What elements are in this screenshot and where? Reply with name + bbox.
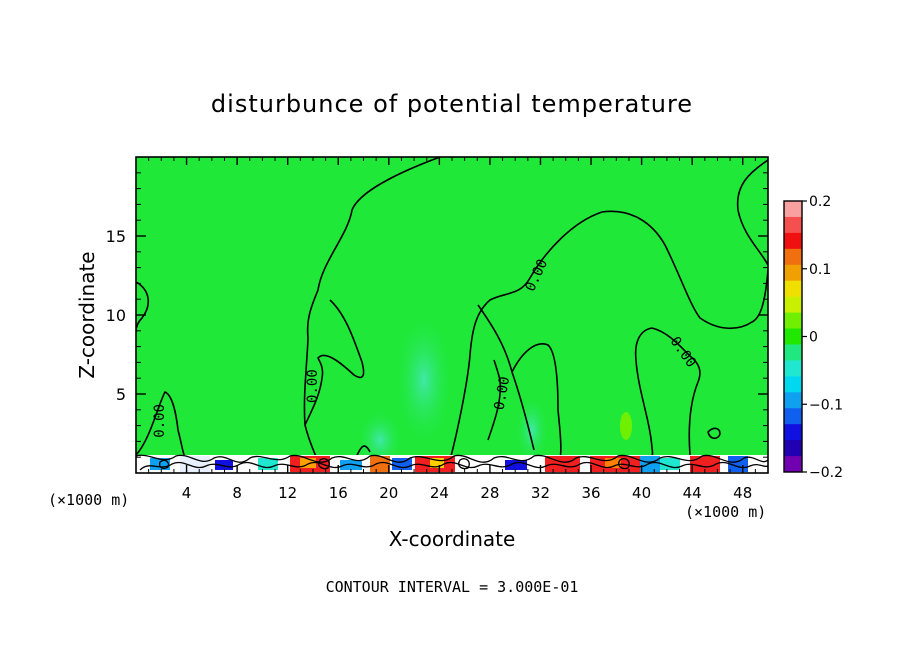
- field-background: [136, 157, 768, 473]
- colorbar-tick-label: 0: [809, 330, 818, 346]
- x-tick-label: 24: [430, 484, 449, 502]
- colorbar-tick-label: 0.1: [809, 262, 831, 278]
- contour-label: 0.00: [152, 404, 168, 438]
- colorbar-tick-label: −0.2: [809, 465, 843, 481]
- x-tick-label: 12: [278, 484, 297, 502]
- x-unit-left: (×1000 m): [48, 491, 129, 509]
- x-tick-label: 36: [581, 484, 600, 502]
- y-tick-label: 5: [116, 385, 126, 404]
- x-tick-label: 4: [182, 484, 192, 502]
- colorbar-swatch: [784, 392, 802, 409]
- colorbar-swatch: [784, 424, 802, 441]
- colorbar-swatch: [784, 232, 802, 250]
- colorbar-swatch: [784, 376, 802, 393]
- contour-interval-note: CONTOUR INTERVAL = 3.000E-01: [326, 578, 579, 596]
- colorbar-swatch: [784, 296, 802, 314]
- surface-layer: [136, 454, 768, 473]
- contour-label: 0.00: [305, 369, 321, 403]
- colorbar-swatch: [784, 312, 802, 330]
- colorbar-swatch: [784, 264, 802, 282]
- x-axis: 4 8 12 16 20 24 28 32 36 40 44 48: [148, 157, 756, 502]
- x-tick-label: 16: [329, 484, 348, 502]
- colorbar: 0.2 0.1 0 −0.1 −0.2: [783, 194, 843, 481]
- chart-title: disturbunce of potential temperature: [211, 90, 693, 118]
- colorbar-swatch: [784, 201, 802, 218]
- y-tick-label: 15: [106, 227, 126, 246]
- x-tick-label: 40: [632, 484, 651, 502]
- contour-label: 0.00: [492, 375, 514, 411]
- x-tick-label: 48: [733, 484, 752, 502]
- x-tick-label: 32: [531, 484, 550, 502]
- warm-spot: [620, 412, 632, 440]
- y-axis: 5 10 15: [106, 172, 768, 458]
- plot-area: [136, 157, 768, 473]
- colorbar-swatch: [784, 360, 802, 377]
- colorbar-swatch: [784, 408, 802, 425]
- x-tick-label: 20: [379, 484, 398, 502]
- colorbar-swatch: [784, 456, 802, 473]
- colorbar-swatch: [784, 328, 802, 345]
- colorbar-swatch: [784, 216, 802, 234]
- colorbar-swatch: [784, 440, 802, 457]
- colorbar-swatch: [784, 280, 802, 298]
- x-tick-label: 8: [232, 484, 242, 502]
- colorbar-tick-label: −0.1: [809, 397, 843, 413]
- y-axis-label: Z-coordinate: [75, 251, 99, 378]
- anomaly-plume: [516, 396, 548, 464]
- colorbar-swatch: [784, 344, 802, 361]
- anomaly-plume: [396, 315, 452, 445]
- x-unit-right: (×1000 m): [685, 503, 766, 521]
- x-axis-label: X-coordinate: [389, 527, 516, 551]
- x-tick-label: 28: [480, 484, 499, 502]
- contour-lines: [136, 157, 768, 467]
- colorbar-tick-label: 0.2: [809, 194, 831, 210]
- colorbar-swatch: [784, 248, 802, 266]
- x-tick-label: 44: [683, 484, 702, 502]
- y-tick-label: 10: [106, 306, 126, 325]
